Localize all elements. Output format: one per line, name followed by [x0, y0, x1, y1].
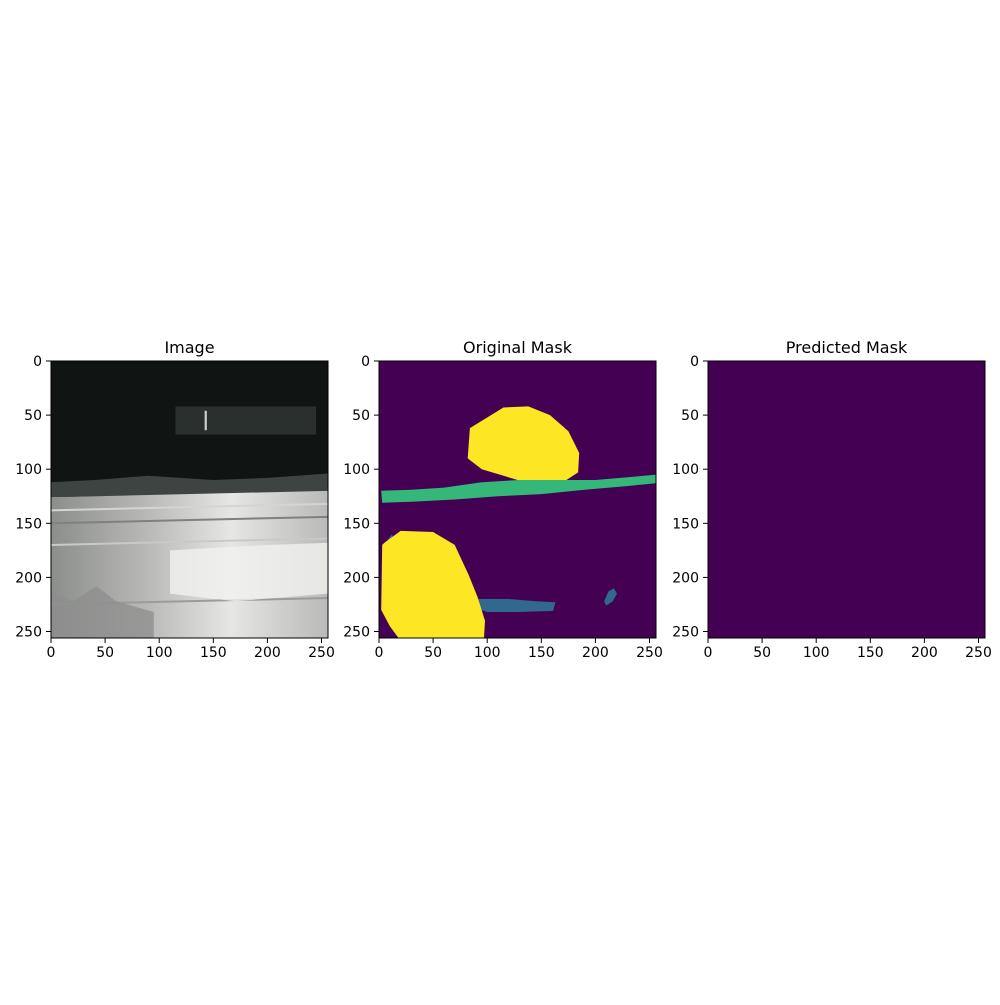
x-tick-label: 100: [146, 645, 173, 661]
y-tick-label: 250: [343, 625, 370, 641]
photo-interior-panel: [175, 406, 317, 435]
mask-region-1: [381, 474, 656, 503]
axes-frame: [50, 360, 329, 639]
x-tick-label: 0: [704, 645, 713, 661]
panel-image-axes: 0 50 100 150 200 250 0 50 100 150 200 250: [15, 354, 335, 661]
panel-original-mask-axes: 0 50 100 150 200 250 0 50 100 150 200 250: [343, 354, 663, 661]
mask-region-3: [604, 588, 617, 606]
photo-dent-shadow: [51, 586, 154, 638]
x-tick-label: 0: [47, 645, 56, 661]
x-tick-label: 50: [753, 645, 771, 661]
y-tick-label: 50: [681, 408, 699, 424]
panel-predicted-mask: Predicted Mask 0 50 100 150 200 250 0 50 100 150 2…: [672, 338, 992, 661]
panel-original-mask: Original Mask 0 50 100 150 200 250 0 50 100 150 20…: [343, 338, 663, 661]
x-tick-label: 250: [308, 645, 335, 661]
y-tick-label: 0: [33, 354, 42, 370]
y-tick-label: 200: [672, 570, 699, 586]
y-tick-label: 100: [15, 462, 42, 478]
x-tick-label: 0: [375, 645, 384, 661]
predicted-mask-plot-area: [708, 361, 985, 638]
x-tick-label: 100: [474, 645, 501, 661]
x-tick-label: 50: [96, 645, 114, 661]
panel-predicted-mask-title: Predicted Mask: [786, 338, 908, 357]
mask-region-2: [474, 599, 556, 612]
x-tick-label: 200: [911, 645, 938, 661]
mask-region-5: [381, 530, 485, 638]
axes-frame: [378, 360, 657, 639]
y-tick-label: 50: [24, 408, 42, 424]
y-tick-label: 250: [672, 625, 699, 641]
x-tick-label: 100: [803, 645, 830, 661]
y-tick-label: 200: [343, 570, 370, 586]
x-tick-label: 250: [636, 645, 663, 661]
y-tick-label: 250: [15, 625, 42, 641]
panel-image: Image 0 50 100 150 200 250 0 50 100 150 200 250: [15, 338, 335, 661]
x-tick-label: 50: [424, 645, 442, 661]
x-tick-label: 150: [200, 645, 227, 661]
x-tick-label: 200: [582, 645, 609, 661]
photo-ridge-line: [51, 502, 328, 512]
original-mask-plot-area: [379, 361, 656, 638]
mask-region-0: [467, 406, 580, 491]
y-tick-label: 150: [15, 516, 42, 532]
y-tick-label: 150: [672, 516, 699, 532]
y-tick-label: 100: [672, 462, 699, 478]
photo-latch: [204, 410, 207, 431]
x-tick-label: 250: [965, 645, 992, 661]
photo-highlight: [170, 542, 328, 602]
y-tick-label: 150: [343, 516, 370, 532]
y-tick-label: 100: [343, 462, 370, 478]
y-tick-label: 50: [352, 408, 370, 424]
y-tick-label: 200: [15, 570, 42, 586]
photo-plot-area: [51, 361, 328, 638]
x-tick-label: 200: [254, 645, 281, 661]
photo-ridge-line: [51, 515, 328, 525]
y-tick-label: 0: [361, 354, 370, 370]
panel-image-title: Image: [164, 338, 214, 357]
panel-predicted-mask-axes: 0 50 100 150 200 250 0 50 100 150 200 250: [672, 354, 992, 661]
x-tick-label: 150: [528, 645, 555, 661]
axes-frame: [707, 360, 986, 639]
photo-ridge-line: [51, 537, 328, 546]
x-tick-label: 150: [857, 645, 884, 661]
panel-original-mask-title: Original Mask: [463, 338, 573, 357]
mask-background: [708, 361, 985, 638]
photo-trim-lip: [51, 473, 328, 498]
y-tick-label: 0: [690, 354, 699, 370]
